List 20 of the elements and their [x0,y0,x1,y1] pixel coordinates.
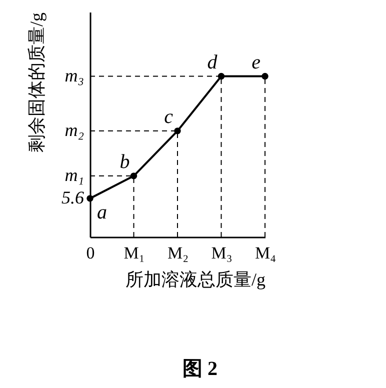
x-tick-label: M₄ [254,244,276,262]
point [130,172,138,180]
text: m₃ [64,65,84,86]
x-axis-title: 所加溶液总质量/g [125,270,266,290]
y-axis-title: 剩余固体的质量/g [26,12,46,153]
x-tick-label: M₂ [167,244,189,262]
annotation: e [252,51,261,74]
text: 图 2 [182,358,218,380]
text: m₁ [64,164,84,185]
annotation: c [164,106,174,128]
point [262,72,268,80]
annotation: b [120,150,130,173]
annotation: a [97,201,107,224]
x-tick-label: 0 [86,244,95,262]
x-tick-label: M₃ [211,244,232,262]
x-tick-label: M₁ [124,244,145,262]
point [86,195,94,202]
annotation: d [207,51,218,74]
text: m₂ [64,120,84,140]
text: 5.6 [62,187,84,208]
